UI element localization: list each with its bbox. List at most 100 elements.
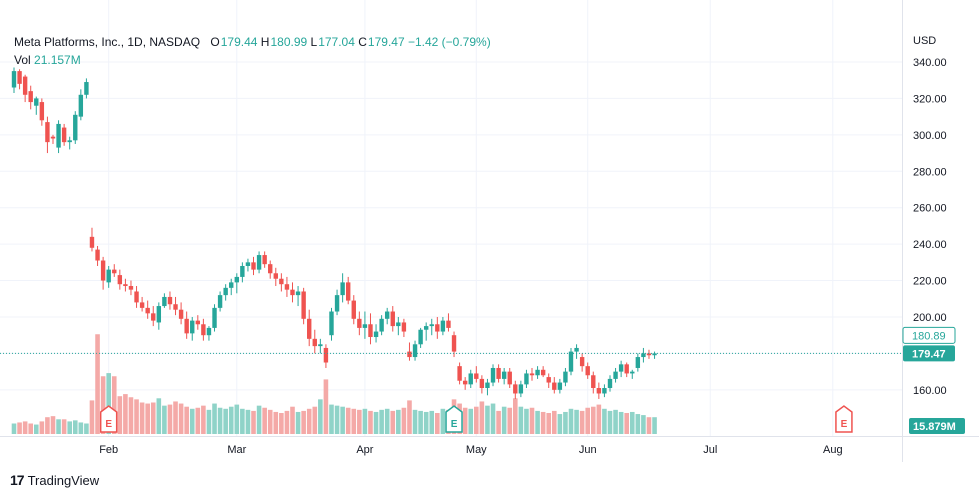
candle-body [245, 262, 251, 266]
candle-body [167, 296, 173, 305]
y-tick-label: 220.00 [913, 276, 947, 288]
candle-body [284, 284, 290, 290]
candle-body [145, 307, 150, 314]
candle-body [652, 353, 657, 356]
volume-bar [613, 409, 618, 434]
volume-bar [379, 409, 384, 434]
volume-bar [373, 411, 379, 434]
symbol-title[interactable]: Meta Platforms, Inc., 1D, NASDAQ [14, 35, 201, 49]
volume-bar [501, 406, 507, 434]
candle-body [73, 114, 78, 141]
volume-bar [384, 408, 390, 434]
candle-body [435, 324, 440, 332]
y-tick-label: 300.00 [913, 130, 947, 142]
candle-body [540, 369, 546, 376]
candle-body [474, 373, 479, 379]
candle-body [28, 91, 33, 103]
candle-body [351, 300, 356, 319]
volume-bar [546, 413, 552, 434]
tradingview-logo-text: TradingView [27, 472, 100, 488]
volume-bar [139, 402, 145, 434]
volume-bar [624, 413, 629, 434]
x-tick-label: Feb [99, 444, 118, 456]
candle-body [190, 320, 195, 334]
candle-body [295, 291, 301, 296]
earnings-marker[interactable]: E [99, 405, 118, 433]
volume-bar [529, 407, 535, 434]
volume-bar [256, 405, 262, 434]
candle-body [117, 275, 123, 285]
candle-body [535, 369, 540, 376]
candle-body [457, 366, 462, 381]
candle-body [524, 373, 529, 385]
open-value: 179.44 [220, 35, 258, 49]
candle-body [268, 264, 273, 274]
volume-bar [123, 394, 128, 434]
candle-body [613, 371, 618, 379]
volume-bar [652, 417, 657, 434]
volume-bar [518, 406, 524, 434]
candle-body [22, 76, 28, 95]
volume-bar [590, 406, 596, 434]
candle-body [195, 320, 201, 325]
volume-bar [295, 411, 301, 434]
candle-body [451, 335, 457, 352]
x-tick-label: Apr [356, 444, 373, 456]
volume-bar [228, 406, 234, 434]
high-label: H [260, 35, 270, 49]
candle-body [468, 373, 473, 385]
volume-bar [212, 403, 217, 434]
candle-body [273, 273, 278, 279]
earnings-marker[interactable]: E [835, 405, 853, 433]
volume-bar [167, 404, 173, 434]
volume-bar [245, 409, 251, 434]
candle-body [279, 278, 284, 285]
candle-body [178, 309, 184, 319]
volume-bar [540, 411, 546, 434]
volume-bar [39, 421, 45, 434]
candle-body [17, 71, 22, 84]
candle-body [379, 318, 384, 332]
candle-body [61, 127, 67, 143]
x-tick-label: Aug [823, 444, 843, 456]
candle-body [585, 366, 590, 376]
volume-bar [284, 410, 290, 434]
chart-grid [0, 0, 902, 436]
volume-bar [490, 403, 496, 434]
candle-body [462, 380, 468, 385]
earnings-marker[interactable]: E [445, 405, 463, 433]
volume-bar [28, 423, 34, 434]
volume-bar [557, 414, 563, 434]
volume-label[interactable]: Vol [14, 53, 31, 67]
volume-bar [479, 401, 485, 434]
x-tick-label: Mar [227, 444, 246, 456]
candle-body [513, 384, 518, 394]
candle-body [496, 367, 501, 379]
candle-body [223, 287, 228, 296]
candle-body [529, 373, 535, 376]
candle-body [89, 236, 95, 248]
volume-bar [33, 424, 39, 434]
candle-body [440, 320, 446, 332]
prev-close-badge: 180.89 [902, 326, 956, 344]
time-axis[interactable]: Feb Mar Apr May Jun Jul Aug [99, 444, 842, 456]
candle-body [552, 382, 557, 390]
low-value: 177.04 [318, 35, 355, 49]
candle-body [229, 282, 234, 288]
candle-body [39, 102, 45, 121]
volume-bar [156, 398, 162, 434]
prev-close-label: 180.89 [912, 330, 946, 342]
candle-body [630, 371, 635, 374]
tradingview-logo[interactable]: 17 TradingView [10, 472, 99, 488]
volume-bar [568, 408, 574, 434]
candle-body [423, 326, 429, 330]
y-tick-label: 240.00 [913, 239, 947, 251]
candle-body [407, 351, 412, 358]
last-price-label: 179.47 [912, 348, 946, 360]
candle-body [346, 282, 351, 301]
volume-bar [50, 416, 56, 434]
currency-label: USD [913, 35, 936, 47]
volume-bar [11, 423, 17, 434]
